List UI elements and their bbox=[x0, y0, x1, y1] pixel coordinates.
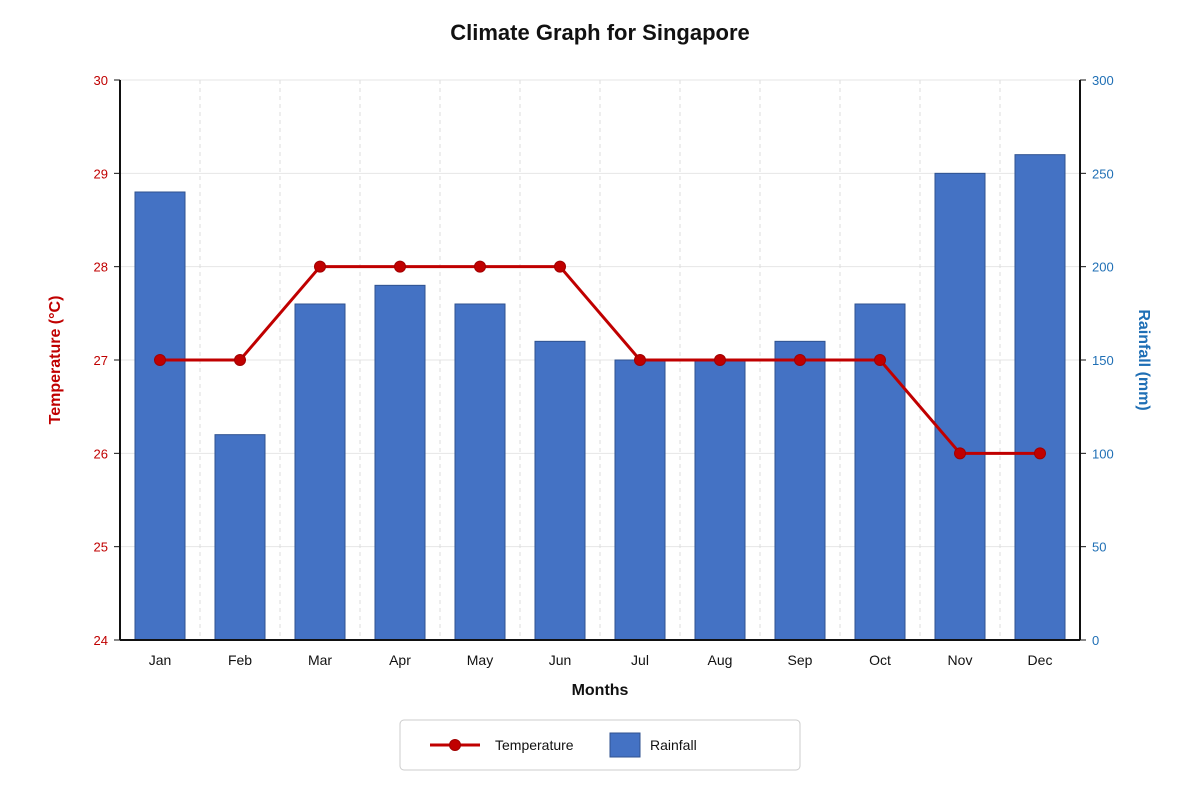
legend-rainfall-label: Rainfall bbox=[650, 737, 697, 753]
temperature-point-sep bbox=[794, 354, 806, 366]
y-left-tick-label: 29 bbox=[94, 166, 108, 181]
y-left-tick-label: 27 bbox=[94, 353, 108, 368]
y-right-axis-label: Rainfall (mm) bbox=[1135, 309, 1152, 410]
rainfall-bar-dec bbox=[1014, 154, 1066, 641]
y-right-tick-label: 200 bbox=[1092, 260, 1114, 275]
chart-title: Climate Graph for Singapore bbox=[450, 20, 750, 45]
y-left-tick-label: 25 bbox=[94, 540, 108, 555]
legend-temperature-label: Temperature bbox=[495, 737, 574, 753]
y-left-tick-label: 30 bbox=[94, 73, 108, 88]
y-left-tick-label: 28 bbox=[94, 260, 108, 275]
rainfall-bar-jul bbox=[614, 359, 666, 641]
y-right-tick-label: 100 bbox=[1092, 446, 1114, 461]
x-tick-label: Sep bbox=[788, 652, 813, 668]
rainfall-bars bbox=[134, 154, 1066, 641]
temperature-point-dec bbox=[1034, 447, 1046, 460]
temperature-point-jun bbox=[554, 260, 566, 273]
temperature-point-oct bbox=[874, 354, 886, 366]
rainfall-bar-jan bbox=[134, 191, 186, 641]
rainfall-bar-may bbox=[454, 303, 506, 641]
x-axis-label: Months bbox=[572, 682, 629, 699]
x-tick-label: May bbox=[467, 652, 493, 668]
temperature-point-mar bbox=[314, 260, 326, 273]
rainfall-bar-aug bbox=[694, 359, 746, 641]
x-tick-label: Jun bbox=[549, 652, 572, 668]
legend-temperature-marker bbox=[449, 739, 461, 751]
temperature-point-aug bbox=[714, 354, 726, 366]
temperature-point-may bbox=[474, 260, 486, 273]
y-right-tick-label: 150 bbox=[1092, 353, 1114, 368]
rainfall-bar-apr bbox=[374, 284, 426, 641]
axes bbox=[114, 79, 1086, 641]
temperature-line bbox=[154, 260, 1046, 460]
x-tick-label: Jul bbox=[631, 652, 649, 668]
rainfall-bar-mar bbox=[294, 303, 346, 641]
x-tick-label: Aug bbox=[708, 652, 733, 668]
x-tick-label: Nov bbox=[948, 652, 973, 668]
temperature-point-apr bbox=[394, 260, 406, 273]
x-tick-label: Mar bbox=[308, 652, 332, 668]
rainfall-bar-jun bbox=[534, 340, 586, 641]
rainfall-bar-sep bbox=[774, 340, 826, 641]
x-tick-label: Feb bbox=[228, 652, 252, 668]
y-right-tick-label: 0 bbox=[1092, 633, 1099, 648]
legend-box bbox=[399, 719, 801, 771]
legend: Temperature Rainfall bbox=[399, 719, 801, 771]
temperature-point-jul bbox=[634, 354, 646, 366]
y-left-tick-label: 26 bbox=[94, 446, 108, 461]
y-right-tick-label: 300 bbox=[1092, 73, 1114, 88]
x-tick-label: Dec bbox=[1028, 652, 1053, 668]
rainfall-bar-nov bbox=[934, 172, 986, 641]
temperature-point-jan bbox=[154, 354, 166, 366]
temperature-point-feb bbox=[234, 354, 246, 366]
x-tick-label: Jan bbox=[149, 652, 172, 668]
y-left-axis-label: Temperature (°C) bbox=[47, 296, 64, 425]
x-tick-label: Oct bbox=[869, 652, 891, 668]
temperature-point-nov bbox=[954, 447, 966, 460]
y-left-tick-label: 24 bbox=[94, 633, 108, 648]
x-tick-label: Apr bbox=[389, 652, 411, 668]
rainfall-bar-feb bbox=[214, 434, 266, 641]
legend-rainfall-swatch bbox=[609, 732, 641, 758]
temperature-series-line bbox=[160, 265, 1040, 455]
y-right-tick-label: 50 bbox=[1092, 540, 1106, 555]
y-right-tick-label: 250 bbox=[1092, 166, 1114, 181]
